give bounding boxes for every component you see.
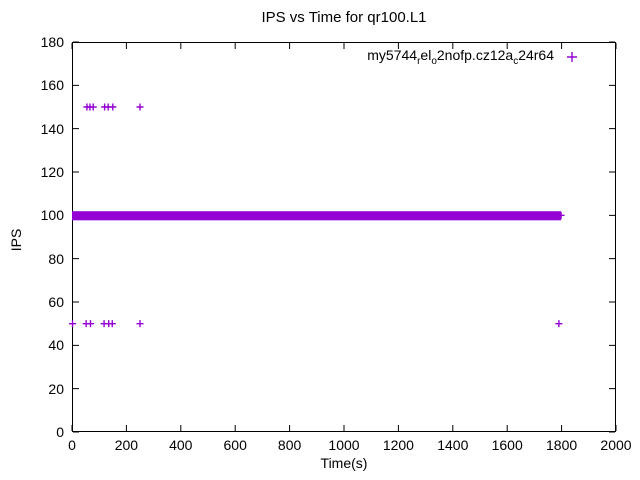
y-tick-label: 100: [40, 207, 64, 224]
legend: my5744relo2nofp.cz12ac24r64: [367, 47, 578, 67]
x-tick-label: 1200: [382, 437, 414, 453]
legend-text-segment: my5744: [367, 47, 418, 64]
x-tick-label: 1400: [437, 437, 469, 453]
y-tick-label: 40: [48, 337, 64, 354]
y-axis-label: IPS: [8, 228, 24, 252]
x-tick-label: 0: [68, 437, 76, 453]
y-tick-label: 60: [48, 294, 64, 310]
chart-title: IPS vs Time for qr100.L1: [261, 9, 427, 26]
data-point-marker: [136, 320, 144, 328]
y-tick-label: 20: [48, 380, 64, 397]
data-point-marker: [89, 103, 97, 111]
data-point-marker: [557, 211, 565, 219]
data-point-marker: [555, 320, 563, 328]
data-point-marker: [69, 320, 77, 328]
legend-subscript: r: [417, 55, 421, 67]
x-tick-label: 1600: [491, 437, 523, 453]
x-tick-label: 600: [223, 437, 247, 453]
data-point-marker: [86, 320, 94, 328]
data-point-marker: [136, 103, 144, 111]
y-tick-label: 80: [48, 250, 64, 267]
data-point-marker: [108, 320, 116, 328]
y-tick-label: 120: [40, 164, 64, 180]
y-tick-label: 180: [40, 34, 64, 50]
x-tick-label: 1000: [328, 437, 360, 453]
legend-text-segment: 24r64: [518, 47, 554, 64]
x-tick-label: 800: [277, 437, 302, 453]
x-tick-label: 2000: [600, 437, 632, 453]
x-tick-label: 200: [114, 437, 139, 453]
legend-text-segment: el: [420, 47, 432, 64]
y-tick-label: 140: [40, 120, 64, 137]
legend-label: my5744relo2nofp.cz12ac24r64: [367, 47, 554, 67]
plus-marker-icon: [567, 52, 577, 62]
y-tick-label: 160: [40, 77, 64, 94]
plot-area: [69, 41, 617, 433]
x-axis-label: Time(s): [320, 455, 368, 471]
plot-border: [72, 42, 616, 432]
data-point-marker: [109, 103, 117, 111]
dense-band: [72, 211, 562, 221]
legend-text-segment: 2nofp.cz12a: [436, 47, 514, 64]
legend-subscript: c: [513, 55, 519, 67]
y-tick-label: 0: [56, 424, 64, 440]
legend-subscript: o: [431, 55, 437, 67]
x-tick-label: 400: [169, 437, 193, 453]
x-tick-label: 1800: [546, 437, 578, 453]
